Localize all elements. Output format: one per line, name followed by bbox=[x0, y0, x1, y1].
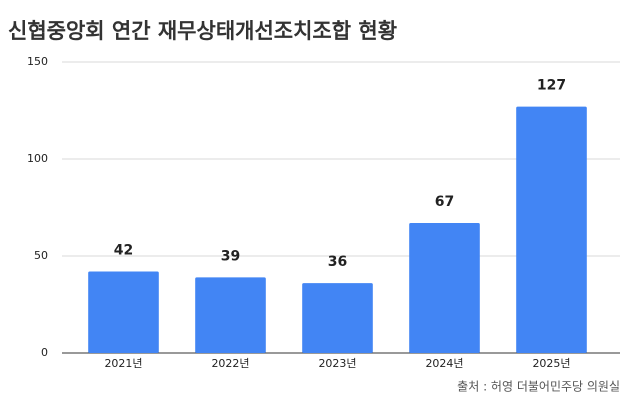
bar bbox=[302, 283, 373, 353]
y-tick-label: 150 bbox=[27, 55, 48, 68]
chart-title: 신협중앙회 연간 재무상태개선조치조합 현황 bbox=[8, 19, 397, 43]
bar bbox=[409, 223, 480, 353]
y-tick-label: 0 bbox=[41, 346, 48, 359]
bar bbox=[516, 106, 587, 354]
x-tick-label: 2023년 bbox=[318, 357, 356, 370]
source-note: 출처 : 허영 더불어민주당 의원실 bbox=[457, 380, 620, 394]
bar bbox=[88, 271, 159, 353]
y-tick-label: 50 bbox=[34, 249, 48, 262]
value-label: 127 bbox=[537, 78, 566, 94]
value-label: 36 bbox=[328, 254, 347, 270]
y-tick-label: 100 bbox=[27, 152, 48, 165]
x-tick-label: 2025년 bbox=[532, 357, 570, 370]
x-tick-label: 2022년 bbox=[211, 357, 249, 370]
bar bbox=[195, 277, 266, 353]
x-tick-label: 2021년 bbox=[104, 357, 142, 370]
x-tick-label: 2024년 bbox=[425, 357, 463, 370]
value-label: 42 bbox=[114, 243, 133, 259]
value-label: 39 bbox=[221, 248, 240, 264]
value-label: 67 bbox=[435, 194, 454, 210]
